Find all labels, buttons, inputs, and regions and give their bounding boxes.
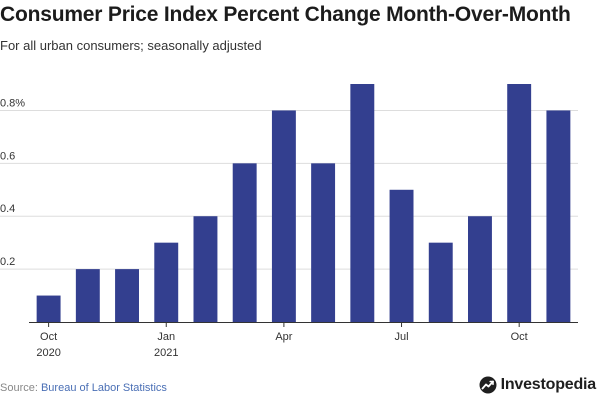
source-link[interactable]: Bureau of Labor Statistics <box>40 382 167 394</box>
x-tick-label: Oct <box>40 331 57 343</box>
chart-subtitle: For all urban consumers; seasonally adju… <box>0 38 262 53</box>
chart-title: Consumer Price Index Percent Change Mont… <box>0 3 571 26</box>
y-tick-label: 0.6 <box>0 150 15 162</box>
tick-labels: 0.2 0.4 0.6 0.8% Oct 2020 Jan 2021 Apr Jul Oct <box>0 97 528 359</box>
x-tick-year-label: 2021 <box>154 347 178 359</box>
source-note: Source: Bureau of Labor Statistics <box>0 382 167 394</box>
source-label: Source: <box>0 382 41 394</box>
bars <box>36 84 571 322</box>
bar <box>468 216 492 322</box>
bar <box>193 216 218 322</box>
bar <box>232 163 257 322</box>
bar <box>75 269 100 322</box>
x-tick-label: Oct <box>511 331 528 343</box>
brand-logo: Investopedia <box>479 376 596 394</box>
x-tick-label: Apr <box>275 331 292 343</box>
bar <box>507 84 532 322</box>
y-tick-label: 0.4 <box>0 203 15 215</box>
x-axis <box>29 322 578 327</box>
x-tick-label: Jan <box>157 331 175 343</box>
y-tick-label: 0.2 <box>0 256 15 268</box>
x-tick-year-label: 2020 <box>36 347 60 359</box>
bar <box>36 295 61 322</box>
x-tick-label: Jul <box>395 331 409 343</box>
bar <box>350 84 375 322</box>
bar <box>311 163 336 322</box>
bar <box>389 189 414 322</box>
y-tick-label: 0.8% <box>0 97 25 109</box>
bar-chart: 0.2 0.4 0.6 0.8% Oct 2020 Jan 2021 Apr Jul Oct <box>0 84 578 359</box>
bar <box>115 269 139 322</box>
bar <box>546 110 571 322</box>
bar <box>428 242 453 322</box>
investopedia-logo-icon <box>479 376 497 394</box>
brand-name: Investopedia <box>500 376 597 393</box>
bar <box>154 242 179 322</box>
bar <box>271 110 296 322</box>
